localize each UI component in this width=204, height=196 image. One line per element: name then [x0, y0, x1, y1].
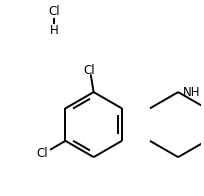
Text: H: H [50, 24, 59, 37]
Text: NH: NH [183, 86, 201, 99]
Text: Cl: Cl [36, 147, 48, 160]
Text: Cl: Cl [48, 5, 60, 18]
Text: Cl: Cl [83, 64, 94, 77]
